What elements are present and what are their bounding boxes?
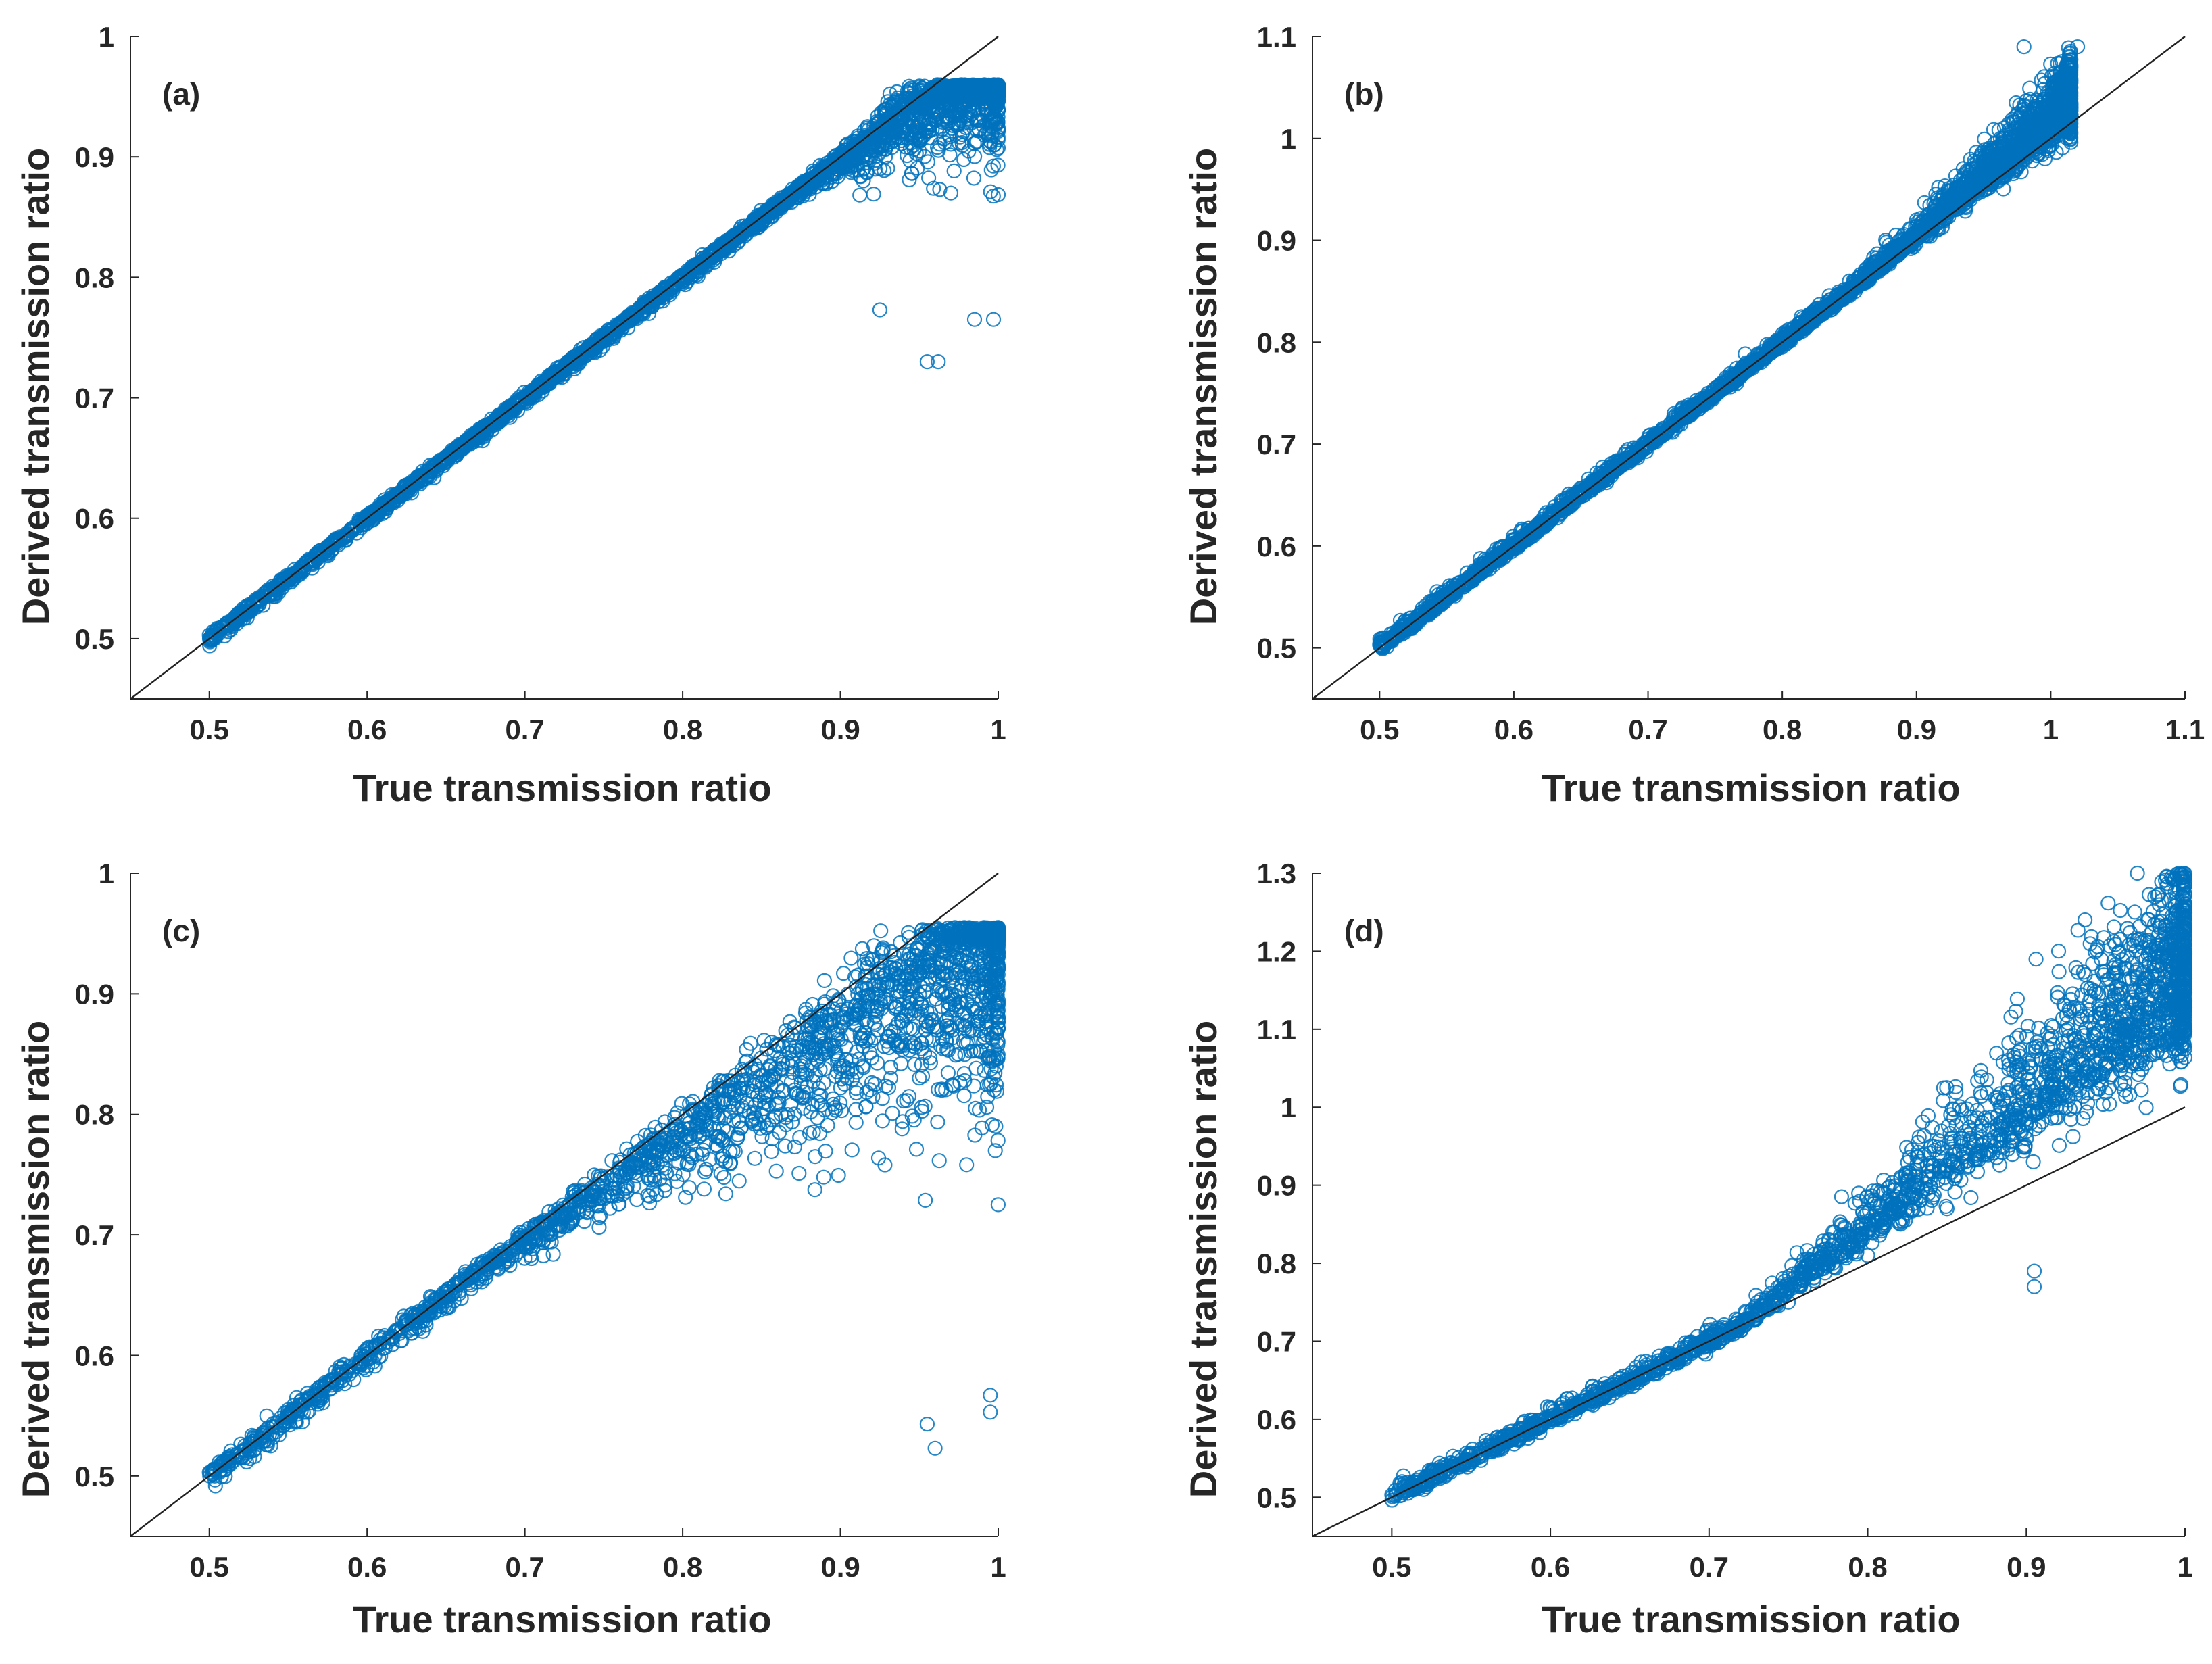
y-tick-label: 1.1 bbox=[1257, 21, 1296, 53]
y-tick-label: 0.5 bbox=[75, 623, 114, 655]
x-axis-label-a: True transmission ratio bbox=[353, 766, 771, 809]
panel-b: (b) True transmission ratio Derived tran… bbox=[1106, 0, 2212, 830]
x-tick-label: 0.6 bbox=[347, 714, 387, 745]
y-tick-label: 0.5 bbox=[1257, 633, 1296, 664]
y-tick-label: 1 bbox=[1281, 123, 1296, 155]
panel-label-b: (b) bbox=[1344, 76, 1384, 112]
data-point bbox=[987, 189, 1000, 203]
panel-a: (a) True transmission ratio Derived tran… bbox=[0, 0, 1106, 830]
y-axis-label-a: Derived transmission ratio bbox=[14, 148, 57, 625]
scatter-b: (b) True transmission ratio Derived tran… bbox=[1106, 0, 2212, 830]
y-tick-label: 0.6 bbox=[1257, 531, 1296, 562]
y-tick-label: 0.9 bbox=[1257, 225, 1296, 257]
x-tick-label: 1 bbox=[990, 714, 1006, 745]
data-point bbox=[853, 189, 866, 202]
y-tick-label: 0.9 bbox=[75, 141, 114, 173]
y-tick-label: 0.7 bbox=[1257, 429, 1296, 460]
y-tick-label: 0.7 bbox=[75, 383, 114, 414]
scatter-points-b bbox=[1373, 40, 2084, 656]
x-tick-label: 0.5 bbox=[1360, 714, 1399, 745]
data-point bbox=[984, 185, 998, 199]
x-tick-label: 0.8 bbox=[1763, 714, 1802, 745]
data-point bbox=[873, 303, 887, 317]
data-point bbox=[967, 172, 981, 185]
y-tick-label: 0.8 bbox=[75, 262, 114, 293]
x-tick-label: 0.9 bbox=[1897, 714, 1936, 745]
x-tick-label: 0.7 bbox=[505, 714, 544, 745]
reference-line-1to1 bbox=[130, 36, 998, 699]
data-point bbox=[987, 313, 1000, 326]
panel-label-a: (a) bbox=[162, 76, 200, 112]
scatter-points-a bbox=[203, 78, 1005, 652]
x-tick-label: 1.1 bbox=[2165, 714, 2205, 745]
data-point bbox=[968, 313, 981, 326]
x-tick-label: 0.9 bbox=[820, 714, 860, 745]
x-tick-label: 0.6 bbox=[1494, 714, 1533, 745]
y-tick-label: 1 bbox=[99, 21, 114, 53]
scatter-a: (a) True transmission ratio Derived tran… bbox=[0, 0, 1106, 830]
x-axis-label-b: True transmission ratio bbox=[1542, 766, 1960, 809]
x-tick-label: 0.5 bbox=[190, 714, 229, 745]
y-tick-label: 0.6 bbox=[75, 503, 114, 535]
y-axis-label-b: Derived transmission ratio bbox=[1182, 148, 1225, 625]
data-point bbox=[948, 164, 961, 178]
x-tick-label: 0.7 bbox=[1628, 714, 1667, 745]
y-tick-label: 0.8 bbox=[1257, 326, 1296, 358]
data-point bbox=[877, 164, 891, 177]
x-tick-label: 0.8 bbox=[663, 714, 702, 745]
data-point bbox=[867, 187, 881, 201]
x-tick-label: 1 bbox=[2043, 714, 2059, 745]
